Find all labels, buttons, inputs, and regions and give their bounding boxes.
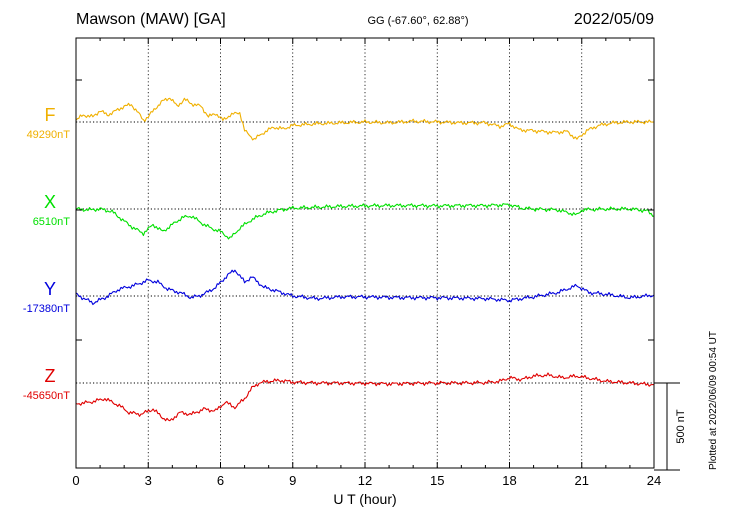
x-tick-label: 21 [575, 473, 589, 488]
vertical-grid [147, 38, 583, 468]
series-line-z [75, 372, 655, 422]
scale-bar: 500 nT [654, 382, 687, 471]
x-axis-tick-labels: 0 3 6 9 12 15 18 21 24 [72, 473, 661, 488]
x-tick-label: 12 [358, 473, 372, 488]
series-traces [75, 97, 655, 422]
x-tick-label: 15 [430, 473, 444, 488]
series-line-f [75, 97, 655, 141]
x-axis-label: U T (hour) [333, 491, 396, 507]
series-name-z: Z [45, 366, 56, 386]
x-tick-label: 6 [217, 473, 224, 488]
scale-bar-label: 500 nT [675, 409, 687, 444]
x-tick-label: 3 [145, 473, 152, 488]
x-axis-ticks [75, 38, 655, 468]
series-name-f: F [45, 105, 56, 125]
x-tick-label: 18 [502, 473, 516, 488]
series-name-x: X [44, 192, 56, 212]
series-name-y: Y [44, 279, 56, 299]
date-label: 2022/05/09 [574, 11, 654, 28]
series-baseline-value-z: -45650nT [23, 390, 70, 402]
series-baseline-value-x: 6510nT [33, 216, 71, 228]
station-title: Mawson (MAW) [GA] [76, 11, 226, 28]
series-line-x [75, 203, 655, 240]
x-tick-label: 0 [72, 473, 79, 488]
series-labels: F 49290nT X 6510nT Y -17380nT Z -45650nT [23, 105, 70, 402]
series-baseline-value-y: -17380nT [23, 303, 70, 315]
plotted-note: Plotted at 2022/06/09 00:54 UT [708, 331, 719, 470]
coordinates-label: GG (-67.60°, 62.88°) [367, 15, 468, 27]
series-baseline-value-f: 49290nT [27, 129, 71, 141]
x-tick-label: 24 [647, 473, 661, 488]
plot-frame [75, 37, 655, 469]
series-line-y [75, 269, 655, 306]
x-tick-label: 9 [289, 473, 296, 488]
